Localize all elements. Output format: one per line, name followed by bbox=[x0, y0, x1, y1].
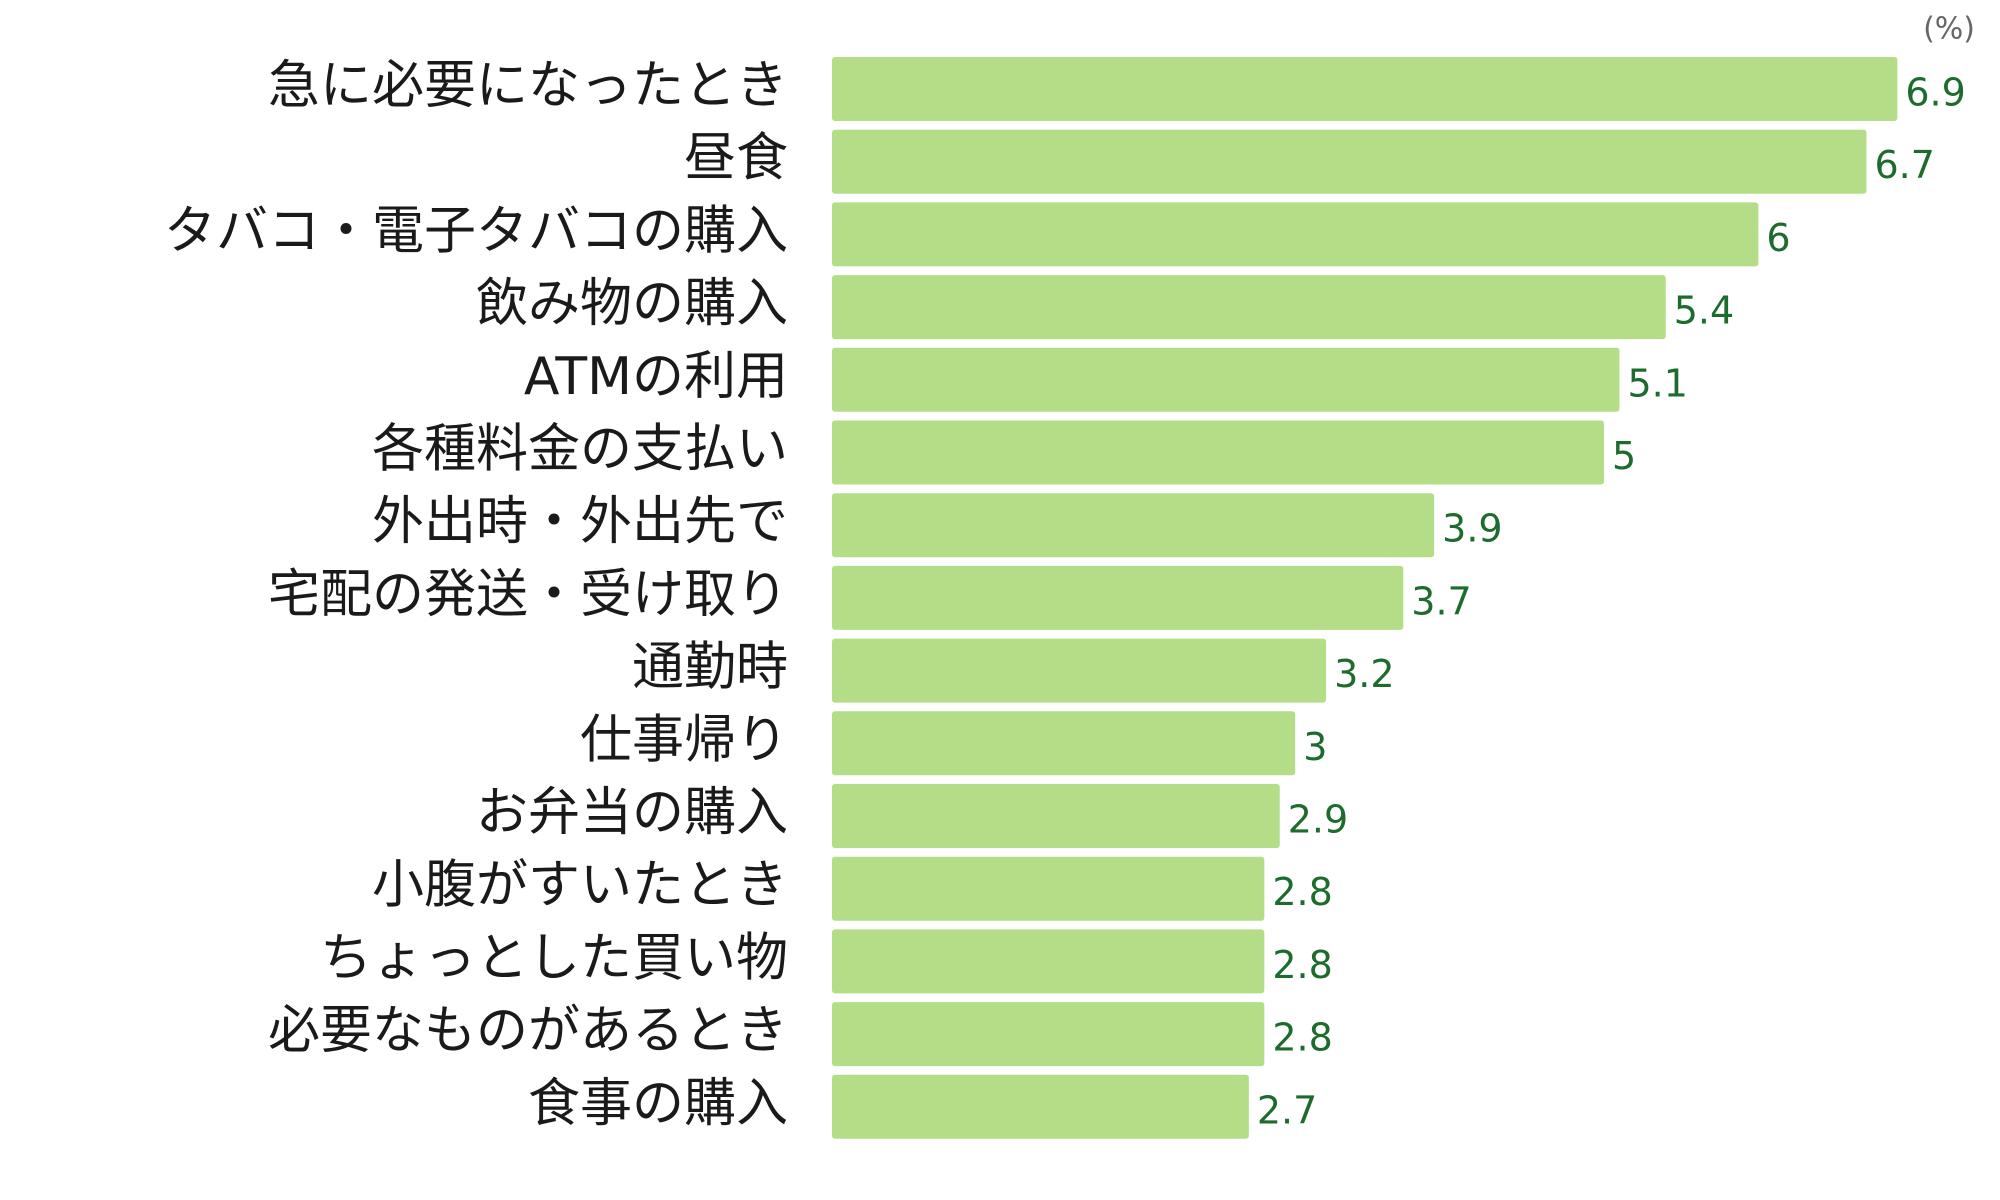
value-label: 3.7 bbox=[1411, 579, 1471, 623]
bar bbox=[832, 565, 1404, 630]
category-label: 食事の購入 bbox=[528, 1074, 788, 1134]
value-label: 3.2 bbox=[1334, 652, 1394, 696]
unit-label: (%) bbox=[1923, 12, 1975, 47]
value-label: 2.8 bbox=[1272, 870, 1332, 914]
value-label: 2.9 bbox=[1288, 798, 1348, 842]
category-label: 小腹がすいたとき bbox=[372, 856, 788, 916]
value-label: 6 bbox=[1766, 216, 1790, 260]
category-label: 通勤時 bbox=[632, 638, 788, 698]
category-label: 外出時・外出先で bbox=[372, 492, 788, 552]
value-label: 6.7 bbox=[1874, 143, 1934, 187]
value-label: 2.8 bbox=[1272, 943, 1332, 987]
bar bbox=[832, 493, 1435, 558]
value-label: 6.9 bbox=[1905, 71, 1965, 115]
bar bbox=[832, 1074, 1249, 1139]
bar bbox=[832, 347, 1620, 412]
value-label: 2.8 bbox=[1272, 1016, 1332, 1060]
value-label: 3 bbox=[1303, 725, 1327, 769]
category-label: 急に必要になったとき bbox=[268, 56, 788, 116]
category-label: ちょっとした買い物 bbox=[320, 928, 788, 988]
category-label: 各種料金の支払い bbox=[372, 420, 788, 480]
bar bbox=[832, 275, 1666, 340]
bar bbox=[832, 57, 1898, 121]
value-label: 5.1 bbox=[1627, 361, 1687, 405]
bar bbox=[832, 856, 1265, 921]
category-label: 昼食 bbox=[684, 129, 788, 189]
category-label: ATMの利用 bbox=[524, 347, 788, 407]
category-label: お弁当の購入 bbox=[476, 783, 788, 843]
bar bbox=[832, 638, 1327, 703]
bar bbox=[832, 711, 1296, 776]
bar bbox=[832, 929, 1265, 994]
bar bbox=[832, 129, 1867, 194]
value-label: 5.4 bbox=[1674, 289, 1734, 333]
value-label: 5 bbox=[1612, 434, 1636, 478]
bar bbox=[832, 1002, 1265, 1067]
category-label: 宅配の発送・受け取り bbox=[268, 565, 788, 625]
category-label: 必要なものがあるとき bbox=[268, 1001, 788, 1061]
category-label: 飲み物の購入 bbox=[476, 274, 788, 334]
category-label: 仕事帰り bbox=[580, 710, 788, 770]
value-label: 2.7 bbox=[1257, 1088, 1317, 1132]
category-label: タバコ・電子タバコの購入 bbox=[164, 201, 788, 261]
bar bbox=[832, 784, 1280, 848]
bar bbox=[832, 420, 1604, 485]
value-label: 3.9 bbox=[1442, 507, 1502, 551]
bar bbox=[832, 202, 1759, 267]
